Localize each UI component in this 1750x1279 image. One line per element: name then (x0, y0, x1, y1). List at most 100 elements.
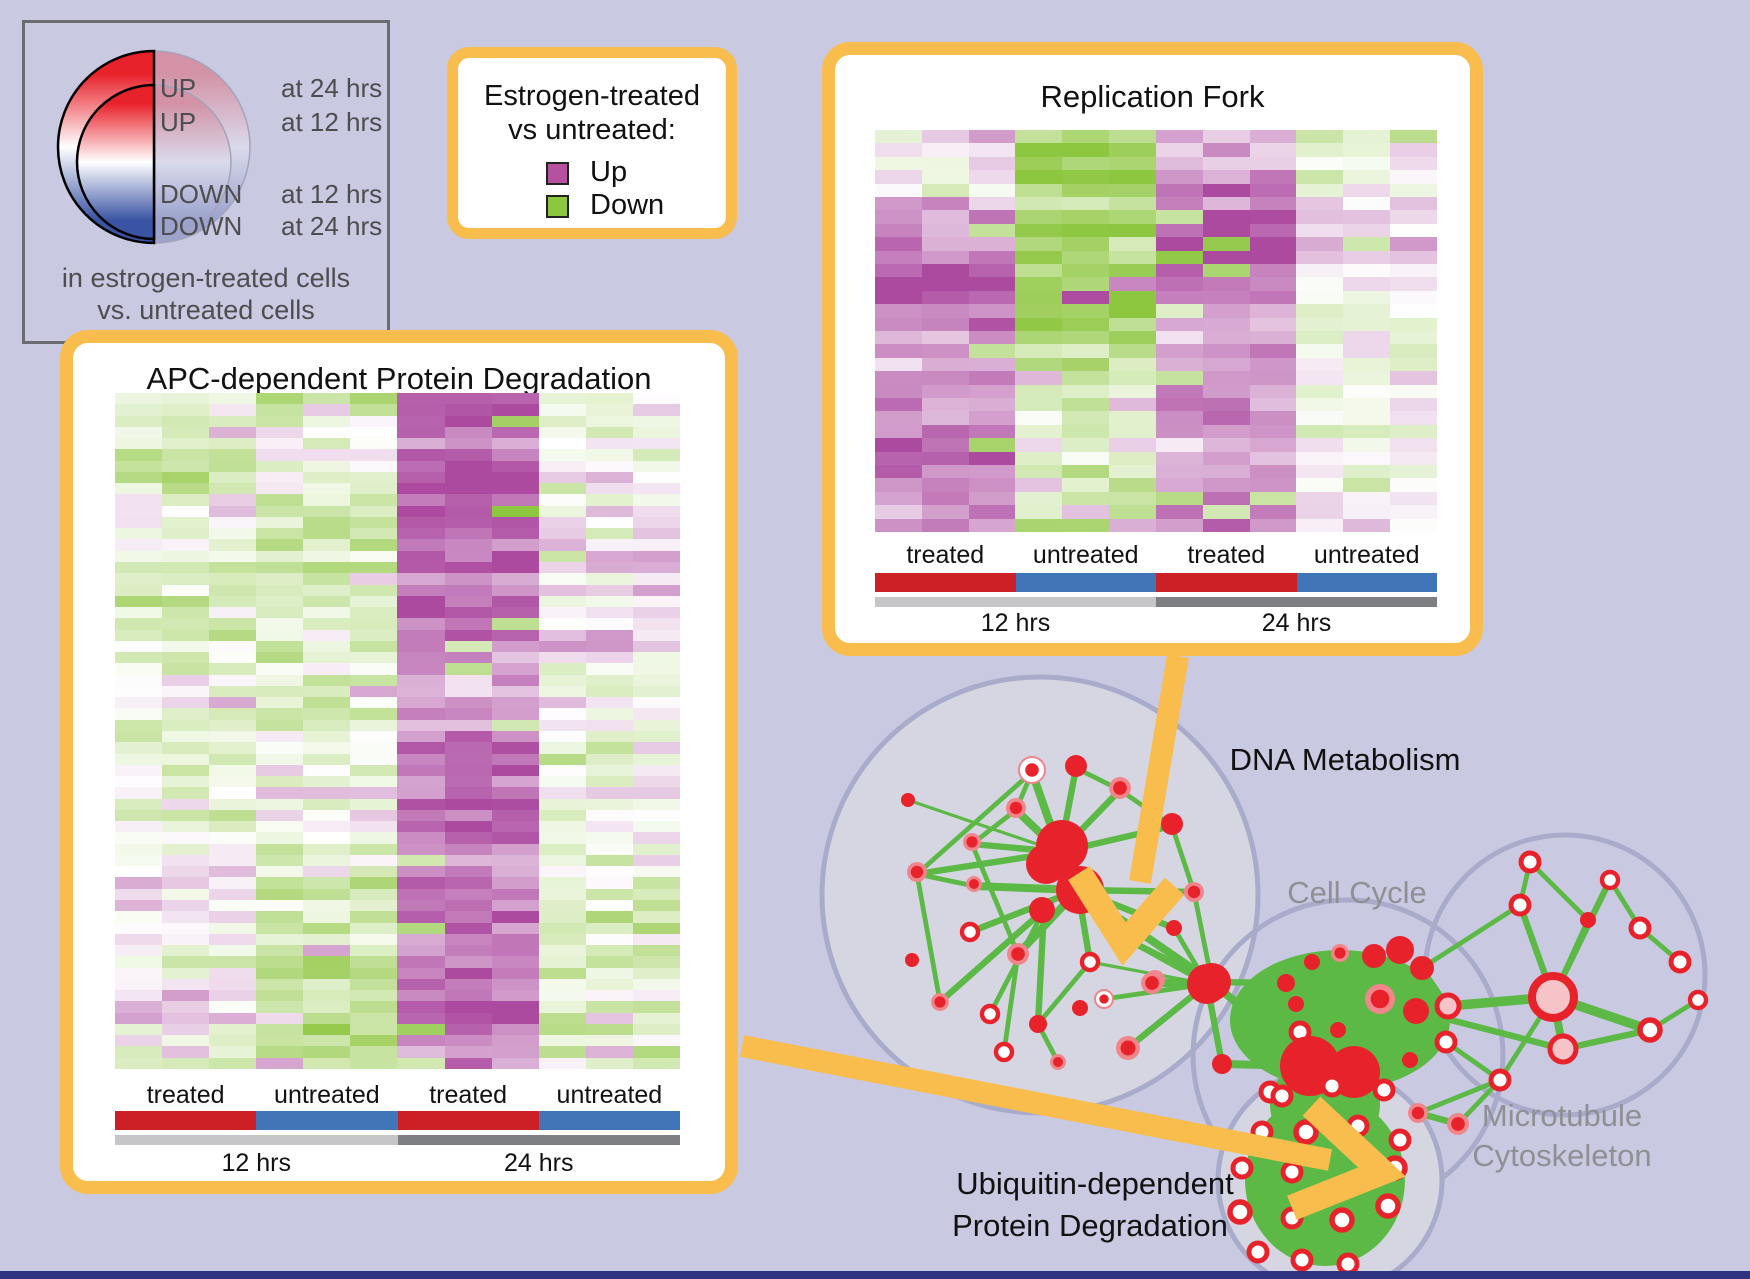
untreated-bar-24hrs (538, 1111, 680, 1130)
heatmap-cell (538, 573, 586, 585)
heatmap-cell (162, 719, 210, 731)
heatmap-cell (491, 539, 539, 551)
heatmap-cell (632, 899, 680, 912)
heatmap-cell (875, 210, 922, 224)
heatmap-cell (350, 607, 398, 619)
network-edge (1211, 978, 1287, 987)
heatmap-cell (491, 652, 539, 664)
heatmap-cell (1109, 196, 1156, 211)
heatmap-cell (875, 478, 922, 492)
heatmap-cell (444, 652, 492, 664)
gene-node-halo-core (1145, 976, 1159, 990)
heatmap-cell (632, 674, 680, 686)
heatmap-cell (632, 809, 680, 822)
gene-node-ring (1388, 1128, 1412, 1152)
heatmap-cell (1109, 478, 1156, 492)
heatmap-cell (397, 967, 445, 979)
heatmap-cell (209, 798, 257, 810)
heatmap-cell (162, 663, 210, 675)
heatmap-cell (1062, 277, 1110, 291)
heatmap-cell (968, 156, 1016, 171)
gene-node-red (1187, 964, 1227, 1004)
heatmap-cell (303, 505, 351, 517)
gene-node-dotring-core (1025, 763, 1039, 777)
heatmap-cell (632, 460, 680, 472)
network-edge (969, 843, 1021, 955)
heatmap-cell (585, 539, 633, 551)
heatmap-cell (585, 1001, 633, 1013)
heatmap-cell (444, 595, 492, 608)
heatmap-cell (1343, 183, 1391, 197)
heatmap-cell (162, 798, 210, 810)
heatmap-cell (875, 317, 922, 331)
heatmap-cell (1343, 451, 1391, 465)
network-edge (1415, 1002, 1449, 1015)
network-edge (1528, 860, 1590, 922)
heatmap-cell (115, 945, 163, 957)
heatmap-cell (632, 945, 680, 957)
heatmap-cell (491, 719, 539, 731)
heatmap-cell (1155, 250, 1203, 264)
heatmap-cell (1390, 330, 1437, 345)
heatmap-cell (444, 854, 492, 867)
heatmap-cell (632, 1023, 680, 1036)
heatmap-cell (585, 663, 633, 675)
down-label: Down (590, 189, 665, 221)
heatmap-cell (303, 494, 351, 506)
heatmap-cell (303, 866, 351, 878)
heatmap-cell (162, 1046, 210, 1058)
heatmap-cell (303, 629, 351, 641)
heatmap-cell (968, 330, 1016, 345)
heatmap-cell (875, 170, 922, 184)
gene-node-halo-core (1411, 1106, 1425, 1120)
heatmap-cell (875, 505, 922, 519)
heatmap-cell (585, 393, 633, 405)
heatmap-cell (1390, 143, 1437, 157)
heatmap-cell (1015, 371, 1063, 385)
heatmap-cell (444, 516, 492, 529)
heatmap-cell (585, 708, 633, 720)
heatmap-cell (585, 674, 633, 686)
apc-heatmap-panel: APC-dependent Protein Degradation treate… (60, 330, 738, 1194)
heatmap-cell (538, 629, 586, 641)
heatmap-cell (538, 483, 586, 495)
heatmap-cell (162, 629, 210, 641)
heatmap-cell (397, 697, 445, 709)
heatmap-cell (968, 438, 1016, 452)
heatmap-cell (491, 393, 539, 405)
heatmap-cell (968, 384, 1016, 398)
heatmap-cell (1015, 317, 1063, 331)
heatmap-cell (491, 528, 539, 540)
heatmap-cell (491, 1057, 539, 1069)
heatmap-cell (585, 573, 633, 585)
heatmap-cell (585, 764, 633, 777)
heatmap-cell (350, 978, 398, 991)
gene-node-pink (1547, 1033, 1579, 1065)
heatmap-cell (115, 561, 163, 574)
heatmap-cell (303, 1046, 351, 1058)
heatmap-cell (1109, 344, 1156, 358)
heatmap-cell (209, 607, 257, 619)
heatmap-cell (1109, 317, 1156, 331)
updown-legend-title-line1: Estrogen-treated (483, 80, 700, 112)
heatmap-cell (1249, 290, 1297, 305)
heatmap-cell (491, 990, 539, 1002)
gene-node-halo-outer (1365, 984, 1395, 1014)
heatmap-cell (256, 809, 304, 822)
heatmap-cell (397, 573, 445, 585)
heatmap-cell (162, 674, 210, 686)
heatmap-cell (256, 663, 304, 675)
heatmap-cell (538, 528, 586, 540)
heatmap-cell (921, 156, 969, 171)
heatmap-cell (538, 438, 586, 450)
heatmap-cell (585, 516, 633, 529)
heatmap-cell (303, 809, 351, 822)
heatmap-cell (1296, 210, 1344, 224)
heatmap-cell (491, 1035, 539, 1047)
heatmap-cell (1343, 505, 1391, 519)
heatmap-cell (162, 922, 210, 934)
heatmap-cell (444, 933, 492, 946)
heatmap-cell (209, 494, 257, 506)
heatmap-cell (115, 1001, 163, 1013)
heatmap-cell (632, 990, 680, 1002)
